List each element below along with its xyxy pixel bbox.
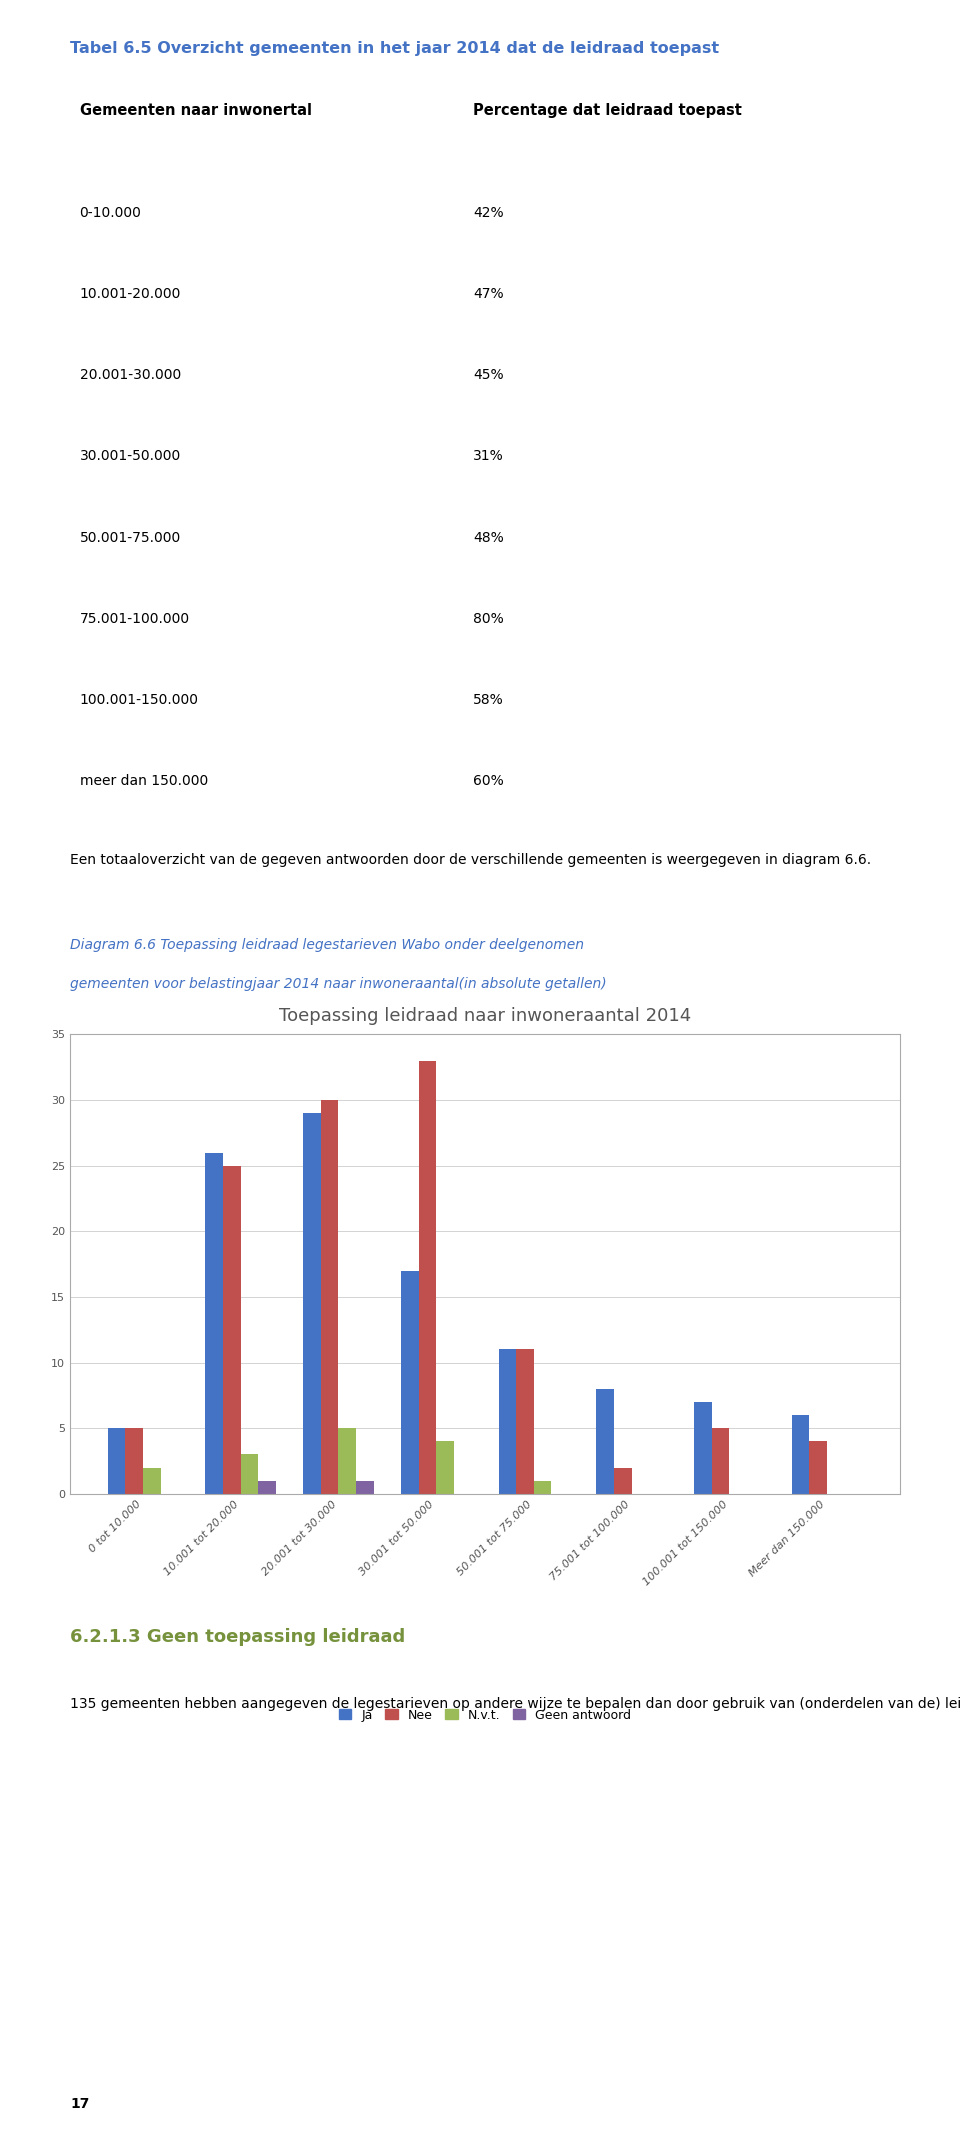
Text: 42%: 42% [473, 205, 504, 220]
Bar [126, 1428, 143, 1494]
Text: 47%: 47% [473, 286, 504, 301]
Text: 48%: 48% [473, 530, 504, 545]
Text: Percentage dat leidraad toepast: Percentage dat leidraad toepast [473, 103, 742, 118]
Text: gemeenten voor belastingjaar 2014 naar inwoneraantal(in absolute getallen): gemeenten voor belastingjaar 2014 naar i… [70, 977, 607, 992]
Text: Tabel 6.5 Overzicht gemeenten in het jaar 2014 dat de leidraad toepast: Tabel 6.5 Overzicht gemeenten in het jaa… [70, 41, 719, 56]
Bar [108, 1428, 126, 1494]
Bar [338, 1428, 356, 1494]
Bar [498, 1348, 516, 1494]
Text: 75.001-100.000: 75.001-100.000 [80, 611, 190, 626]
Text: 58%: 58% [473, 692, 504, 707]
Text: 6.2.1.3 Geen toepassing leidraad: 6.2.1.3 Geen toepassing leidraad [70, 1628, 405, 1645]
Bar [596, 1389, 614, 1494]
Bar [792, 1415, 809, 1494]
Bar [436, 1440, 454, 1494]
Bar [809, 1440, 828, 1494]
Bar [694, 1402, 711, 1494]
Title: Toepassing leidraad naar inwoneraantal 2014: Toepassing leidraad naar inwoneraantal 2… [278, 1007, 691, 1024]
Text: 45%: 45% [473, 368, 504, 383]
Bar [258, 1481, 276, 1494]
Text: 10.001-20.000: 10.001-20.000 [80, 286, 181, 301]
Bar [321, 1101, 338, 1494]
Text: 20.001-30.000: 20.001-30.000 [80, 368, 180, 383]
Bar [711, 1428, 730, 1494]
Text: 0-10.000: 0-10.000 [80, 205, 141, 220]
Bar [223, 1165, 241, 1494]
Text: meer dan 150.000: meer dan 150.000 [80, 774, 208, 789]
Bar [241, 1455, 258, 1494]
Bar [534, 1481, 551, 1494]
Bar [401, 1272, 419, 1494]
Bar [419, 1060, 436, 1494]
Text: 80%: 80% [473, 611, 504, 626]
Text: 60%: 60% [473, 774, 504, 789]
Bar [614, 1468, 632, 1494]
Bar [143, 1468, 160, 1494]
Text: Diagram 6.6 Toepassing leidraad legestarieven Wabo onder deelgenomen: Diagram 6.6 Toepassing leidraad legestar… [70, 938, 584, 953]
Text: 100.001-150.000: 100.001-150.000 [80, 692, 199, 707]
Text: 17: 17 [70, 2096, 89, 2111]
Text: 50.001-75.000: 50.001-75.000 [80, 530, 180, 545]
Bar [516, 1348, 534, 1494]
Bar [356, 1481, 373, 1494]
Text: 31%: 31% [473, 449, 504, 464]
Text: Gemeenten naar inwonertal: Gemeenten naar inwonertal [80, 103, 312, 118]
Text: Een totaaloverzicht van de gegeven antwoorden door de verschillende gemeenten is: Een totaaloverzicht van de gegeven antwo… [70, 853, 871, 868]
Text: 30.001-50.000: 30.001-50.000 [80, 449, 180, 464]
Legend: Ja, Nee, N.v.t., Geen antwoord: Ja, Nee, N.v.t., Geen antwoord [334, 1703, 636, 1727]
Bar [205, 1152, 223, 1494]
Bar [303, 1113, 321, 1494]
Text: 135 gemeenten hebben aangegeven de legestarieven op andere wijze te bepalen dan : 135 gemeenten hebben aangegeven de leges… [70, 1697, 960, 1712]
